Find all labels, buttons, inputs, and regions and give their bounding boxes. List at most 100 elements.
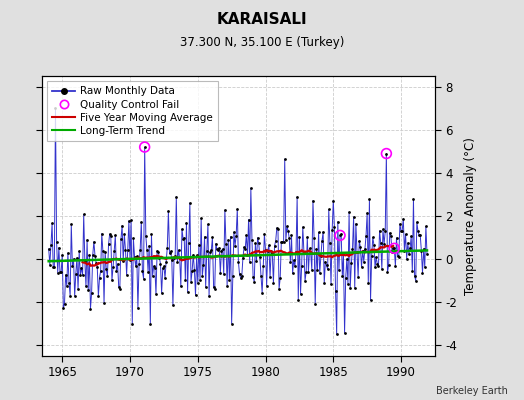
Point bbox=[104, 241, 113, 248]
Point bbox=[336, 232, 344, 238]
Point bbox=[148, 272, 157, 279]
Point bbox=[140, 144, 149, 150]
Point bbox=[416, 232, 424, 238]
Point bbox=[247, 185, 255, 191]
Point bbox=[97, 230, 106, 237]
Point bbox=[308, 267, 316, 273]
Point bbox=[48, 220, 56, 227]
Point bbox=[193, 280, 202, 286]
Point bbox=[77, 264, 85, 271]
Point bbox=[215, 244, 223, 251]
Point bbox=[259, 263, 267, 269]
Point bbox=[117, 236, 125, 242]
Point bbox=[291, 263, 299, 270]
Point bbox=[198, 273, 206, 280]
Point bbox=[280, 156, 289, 162]
Point bbox=[352, 220, 360, 227]
Point bbox=[283, 223, 291, 230]
Point bbox=[286, 259, 294, 265]
Point bbox=[386, 230, 394, 236]
Point bbox=[213, 246, 221, 252]
Point bbox=[134, 305, 142, 311]
Point bbox=[266, 274, 274, 280]
Point bbox=[135, 261, 143, 267]
Point bbox=[144, 268, 152, 275]
Point bbox=[156, 261, 165, 267]
Point bbox=[256, 254, 264, 260]
Point bbox=[343, 256, 351, 262]
Point bbox=[287, 232, 296, 239]
Point bbox=[182, 219, 191, 226]
Point bbox=[397, 228, 405, 234]
Point bbox=[304, 269, 313, 275]
Point bbox=[284, 228, 292, 234]
Point bbox=[222, 241, 230, 248]
Point bbox=[285, 235, 293, 242]
Y-axis label: Temperature Anomaly (°C): Temperature Anomaly (°C) bbox=[464, 137, 477, 295]
Point bbox=[244, 216, 253, 223]
Point bbox=[346, 285, 354, 291]
Point bbox=[401, 231, 410, 237]
Point bbox=[337, 230, 345, 237]
Point bbox=[324, 206, 333, 213]
Point bbox=[332, 331, 341, 338]
Point bbox=[154, 248, 162, 255]
Point bbox=[99, 248, 107, 254]
Point bbox=[146, 320, 155, 327]
Point bbox=[311, 300, 320, 307]
Point bbox=[203, 248, 211, 254]
Point bbox=[46, 262, 54, 268]
Point bbox=[419, 246, 428, 252]
Point bbox=[327, 281, 335, 288]
Point bbox=[261, 246, 270, 253]
Point bbox=[128, 320, 136, 327]
Point bbox=[276, 275, 285, 281]
Point bbox=[406, 245, 414, 252]
Point bbox=[168, 256, 176, 263]
Point bbox=[299, 224, 307, 230]
Point bbox=[297, 291, 305, 297]
Point bbox=[204, 221, 212, 228]
Point bbox=[373, 261, 381, 267]
Point bbox=[372, 254, 380, 260]
Point bbox=[350, 214, 358, 220]
Point bbox=[374, 263, 383, 270]
Point bbox=[129, 235, 138, 242]
Point bbox=[217, 247, 226, 254]
Point bbox=[342, 275, 350, 281]
Point bbox=[407, 233, 416, 239]
Point bbox=[298, 262, 306, 269]
Legend: Raw Monthly Data, Quality Control Fail, Five Year Moving Average, Long-Term Tren: Raw Monthly Data, Quality Control Fail, … bbox=[47, 81, 219, 141]
Point bbox=[206, 249, 214, 255]
Point bbox=[169, 302, 177, 308]
Point bbox=[72, 271, 80, 277]
Point bbox=[228, 273, 237, 280]
Point bbox=[423, 251, 431, 257]
Point bbox=[220, 271, 228, 277]
Point bbox=[74, 286, 82, 292]
Point bbox=[227, 320, 236, 327]
Point bbox=[58, 252, 67, 258]
Point bbox=[321, 258, 330, 265]
Point bbox=[328, 227, 336, 234]
Point bbox=[141, 232, 150, 239]
Point bbox=[166, 250, 174, 257]
Point bbox=[398, 228, 406, 234]
Point bbox=[232, 232, 241, 239]
Point bbox=[54, 244, 63, 251]
Point bbox=[248, 237, 256, 243]
Point bbox=[392, 234, 401, 241]
Point bbox=[163, 245, 171, 251]
Point bbox=[300, 249, 308, 256]
Point bbox=[278, 239, 287, 245]
Point bbox=[105, 231, 114, 237]
Point bbox=[353, 249, 361, 255]
Point bbox=[93, 264, 102, 270]
Point bbox=[359, 258, 368, 265]
Point bbox=[411, 278, 420, 284]
Point bbox=[267, 248, 275, 254]
Point bbox=[66, 292, 74, 299]
Point bbox=[265, 242, 273, 248]
Point bbox=[390, 245, 398, 252]
Point bbox=[100, 300, 108, 306]
